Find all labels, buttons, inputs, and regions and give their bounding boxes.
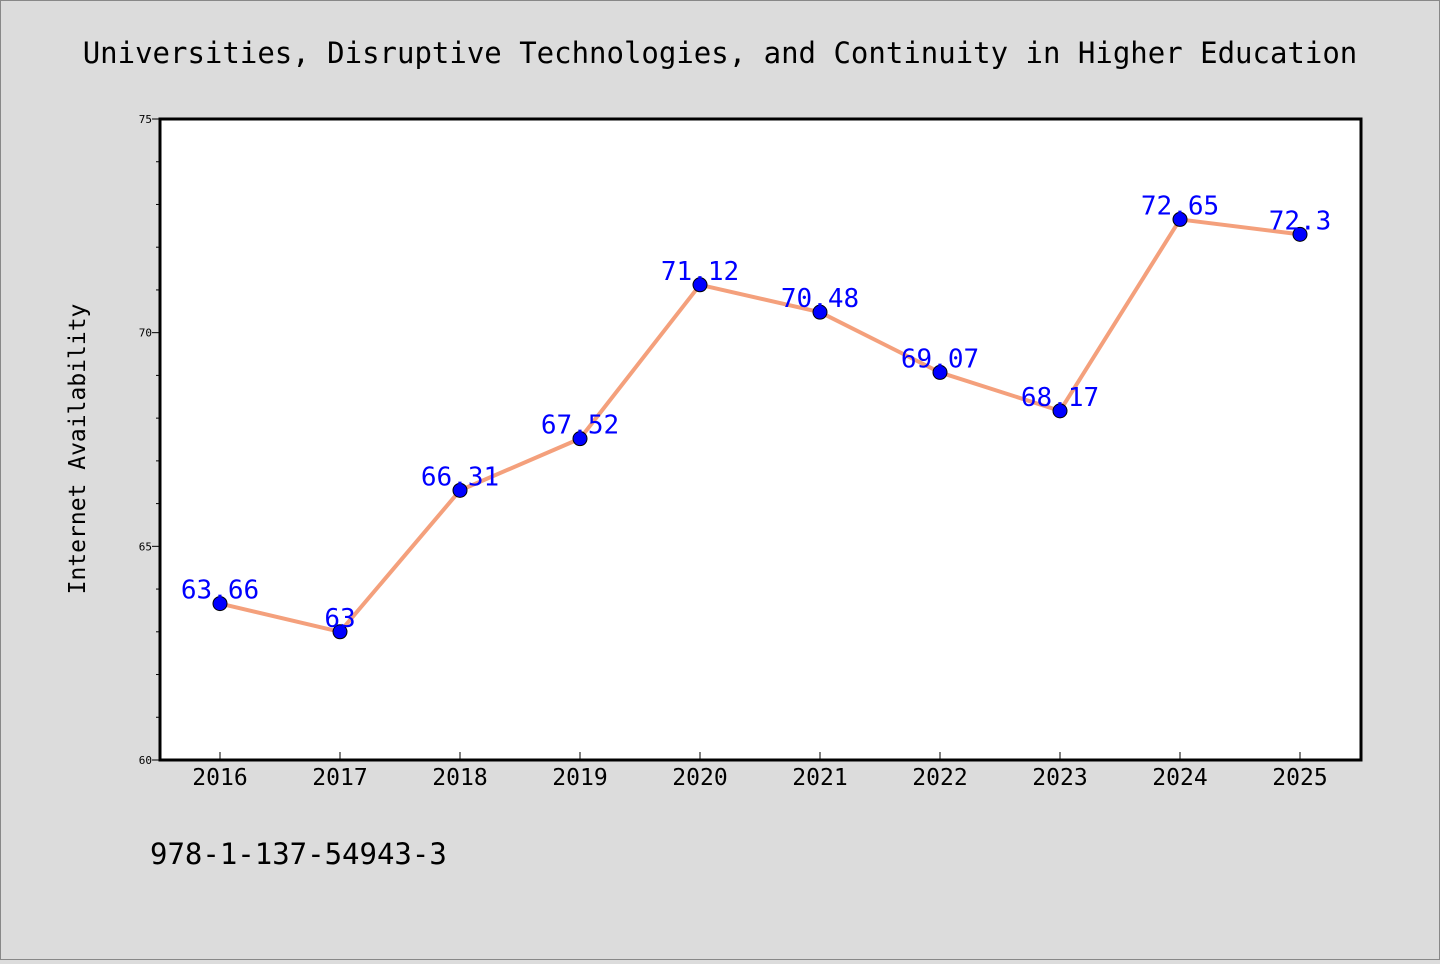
data-label: 70.48 <box>781 284 859 314</box>
series-points-group <box>212 211 1308 640</box>
x-tick-label: 2016 <box>192 765 247 791</box>
x-tick-label: 2025 <box>1272 765 1327 791</box>
data-point <box>1292 226 1308 242</box>
x-tick-label: 2018 <box>432 765 487 791</box>
data-point <box>212 596 228 612</box>
data-label: 63.66 <box>181 576 259 606</box>
x-axis: 2016 2017 2018 2019 2020 2021 2022 2023 2024 2025 <box>192 752 1328 791</box>
data-point <box>1172 211 1188 227</box>
x-tick-label: 2017 <box>312 765 367 791</box>
series-line-group <box>219 217 1301 634</box>
x-tick-label: 2020 <box>672 765 727 791</box>
y-axis: 60 65 70 75 <box>139 113 160 767</box>
data-point <box>1052 403 1068 419</box>
data-label: 66.31 <box>421 462 499 492</box>
data-label: 69.07 <box>901 344 979 374</box>
data-point <box>452 482 468 498</box>
x-tick-label: 2022 <box>912 765 967 791</box>
isbn-text: 978-1-137-54943-3 <box>150 837 447 871</box>
y-tick-label: 70 <box>139 327 152 340</box>
y-tick-label: 60 <box>139 754 152 767</box>
data-label: 63 <box>324 604 355 634</box>
data-label: 72.65 <box>1141 191 1219 221</box>
x-tick-label: 2021 <box>792 765 847 791</box>
data-label: 67.52 <box>541 411 619 441</box>
chart-title: Universities, Disruptive Technologies, a… <box>83 36 1358 70</box>
y-axis-label: Internet Availability <box>65 304 91 595</box>
plot-area <box>158 117 1363 762</box>
data-point <box>932 364 948 380</box>
data-label: 71.12 <box>661 257 739 287</box>
data-point <box>692 277 708 293</box>
data-label: 68.17 <box>1021 383 1099 413</box>
data-labels-group: 63.66 63 66.31 67.52 71.12 70.48 69.07 68.17 72.… <box>181 191 1331 633</box>
y-tick-label: 75 <box>139 113 152 126</box>
x-tick-label: 2023 <box>1032 765 1087 791</box>
data-label: 72.3 <box>1269 206 1332 236</box>
data-point <box>812 304 828 320</box>
x-tick-label: 2024 <box>1152 765 1207 791</box>
series-line <box>219 217 1301 634</box>
data-point <box>572 431 588 447</box>
data-point <box>332 624 348 640</box>
y-tick-label: 65 <box>139 540 152 553</box>
x-tick-label: 2019 <box>552 765 607 791</box>
